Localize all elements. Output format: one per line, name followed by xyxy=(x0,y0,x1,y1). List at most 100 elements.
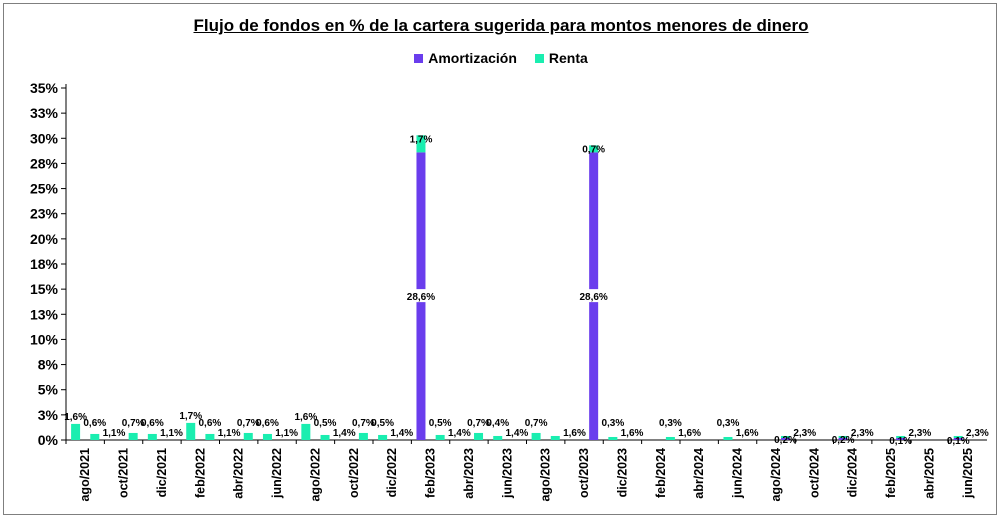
data-label-amortizacion: 28,6% xyxy=(407,292,435,303)
data-label-renta: 1,4% xyxy=(448,428,471,439)
x-tick-label: ago/2024 xyxy=(769,448,783,502)
y-tick-label: 13% xyxy=(30,306,59,322)
x-tick-label: dic/2024 xyxy=(846,448,860,497)
x-tick-label: jun/2023 xyxy=(500,448,514,499)
data-label-renta: 0,7% xyxy=(467,418,490,429)
bar-renta xyxy=(435,434,445,440)
data-label-renta: 1,1% xyxy=(103,428,126,439)
data-label-renta: 1,4% xyxy=(506,428,529,439)
bar-amortizacion xyxy=(781,437,791,440)
y-tick-label: 23% xyxy=(30,206,59,222)
chart-frame xyxy=(3,3,997,515)
data-label-renta: 1,7% xyxy=(410,134,433,145)
y-tick-label: 25% xyxy=(30,181,59,197)
data-label-renta: 0,6% xyxy=(141,418,164,429)
data-label-bg xyxy=(576,289,611,303)
bar-amortizacion xyxy=(896,437,906,440)
data-label-renta: 0,4% xyxy=(486,418,509,429)
y-tick-label: 3% xyxy=(38,407,59,423)
bar-renta xyxy=(665,436,675,440)
data-label-renta: 1,1% xyxy=(218,428,241,439)
data-label-renta: 0,1% xyxy=(947,436,970,447)
y-tick-label: 30% xyxy=(30,130,59,146)
data-label-renta: 0,6% xyxy=(256,418,279,429)
legend-item-renta: Renta xyxy=(534,50,588,66)
x-tick-label: jun/2022 xyxy=(270,448,284,499)
data-label-renta: 1,6% xyxy=(294,412,317,423)
x-tick-label: feb/2025 xyxy=(884,448,898,498)
x-tick-label: feb/2024 xyxy=(654,448,668,498)
bar-renta xyxy=(71,423,81,440)
x-tick-label: dic/2023 xyxy=(615,448,629,497)
x-tick-label: dic/2022 xyxy=(385,448,399,497)
y-tick-label: 20% xyxy=(30,231,59,247)
x-tick-label: oct/2023 xyxy=(577,448,591,498)
data-label-renta: 0,7% xyxy=(352,418,375,429)
data-label-renta: 1,6% xyxy=(563,428,586,439)
bar-renta xyxy=(723,436,733,440)
data-label-renta: 0,6% xyxy=(83,418,106,429)
data-label-renta: 0,6% xyxy=(199,418,222,429)
bar-renta xyxy=(608,436,618,440)
y-tick-label: 35% xyxy=(30,80,59,96)
data-label-renta: 0,5% xyxy=(371,418,394,429)
bar-renta xyxy=(243,432,253,440)
data-label-renta: 1,6% xyxy=(736,428,759,439)
legend-swatch-amortizacion xyxy=(414,53,424,63)
x-tick-label: abr/2024 xyxy=(692,448,706,499)
legend-swatch-renta xyxy=(534,53,544,63)
legend-label-amortizacion: Amortización xyxy=(428,50,517,66)
data-label-renta: 0,2% xyxy=(832,435,855,446)
data-label-renta: 0,3% xyxy=(717,418,740,429)
data-label-renta: 0,7% xyxy=(525,418,548,429)
bar-renta xyxy=(953,435,963,438)
y-tick-label: 33% xyxy=(30,105,59,121)
bar-renta xyxy=(358,432,368,440)
x-tick-label: feb/2023 xyxy=(424,448,438,498)
data-label-renta: 1,7% xyxy=(179,411,202,422)
legend-item-amortizacion: Amortización xyxy=(414,50,517,66)
chart-title: Flujo de fondos en % de la cartera suger… xyxy=(193,16,809,35)
y-tick-label: 28% xyxy=(30,155,59,171)
data-label-renta: 2,3% xyxy=(908,428,931,439)
bar-renta xyxy=(262,433,272,440)
x-tick-label: ago/2022 xyxy=(308,448,322,502)
legend: Amortización Renta xyxy=(0,50,1002,66)
y-tick-label: 5% xyxy=(38,382,59,398)
data-label-renta: 1,1% xyxy=(160,428,183,439)
bar-renta xyxy=(589,145,599,153)
x-tick-label: abr/2022 xyxy=(232,448,246,499)
bar-renta xyxy=(550,435,560,440)
bar-amortizacion xyxy=(953,437,963,440)
bar-renta xyxy=(896,435,906,438)
y-tick-label: 8% xyxy=(38,357,59,373)
x-tick-label: jun/2024 xyxy=(731,448,745,499)
bar-renta xyxy=(531,432,541,440)
data-label-renta: 0,7% xyxy=(237,418,260,429)
data-label-renta: 0,3% xyxy=(601,418,624,429)
x-tick-label: oct/2022 xyxy=(347,448,361,498)
bar-renta xyxy=(474,432,484,440)
bar-renta xyxy=(90,433,100,440)
x-tick-label: oct/2024 xyxy=(807,448,821,498)
bar-renta xyxy=(186,422,196,440)
bar-renta xyxy=(205,433,215,440)
y-tick-label: 18% xyxy=(30,256,59,272)
data-label-renta: 0,5% xyxy=(429,418,452,429)
bar-renta xyxy=(378,434,388,440)
y-tick-label: 0% xyxy=(38,432,59,448)
bar-renta xyxy=(147,433,157,440)
y-tick-label: 15% xyxy=(30,281,59,297)
x-tick-label: ago/2023 xyxy=(539,448,553,502)
bar-amortizacion xyxy=(838,437,848,440)
data-label-renta: 2,3% xyxy=(966,428,989,439)
data-label-renta: 0,5% xyxy=(314,418,337,429)
x-tick-label: dic/2021 xyxy=(155,448,169,497)
data-label-renta: 1,4% xyxy=(390,428,413,439)
x-tick-label: oct/2021 xyxy=(117,448,131,498)
bar-renta xyxy=(301,423,311,440)
data-label-renta: 1,6% xyxy=(64,412,87,423)
y-tick-label: 10% xyxy=(30,331,59,347)
bar-renta xyxy=(493,435,503,440)
